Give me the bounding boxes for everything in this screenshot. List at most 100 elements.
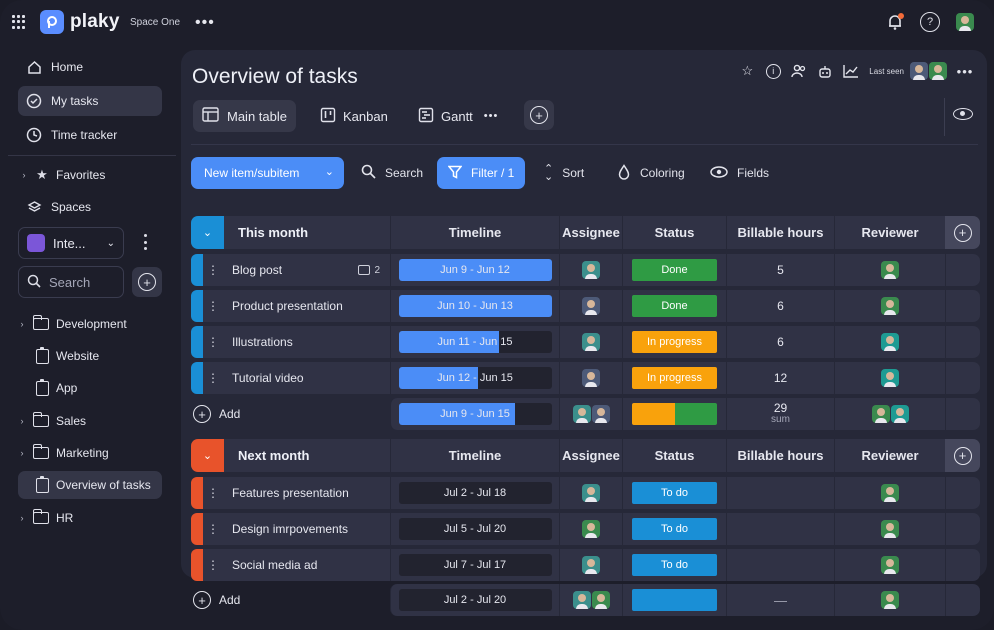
assignee-avatar[interactable] (582, 333, 600, 351)
assignee-avatar[interactable] (582, 297, 600, 315)
coloring-button[interactable]: Coloring (617, 157, 685, 189)
row-menu-icon[interactable]: ⋮ (207, 558, 219, 572)
reviewer-avatar[interactable] (881, 297, 899, 315)
item-name[interactable]: Illustrations (232, 335, 293, 349)
billable-hours[interactable]: 12 (726, 362, 834, 394)
search-button[interactable]: Search (361, 157, 423, 189)
users-icon[interactable] (791, 63, 807, 79)
assignee-avatar[interactable] (582, 556, 600, 574)
item-name[interactable]: Features presentation (232, 486, 349, 500)
sidebar-item-app[interactable]: App (18, 374, 162, 402)
comments-button[interactable]: 2 (358, 265, 380, 276)
new-item-button[interactable]: New item/subitem ⌄ (191, 157, 344, 189)
assignee-avatar[interactable] (582, 484, 600, 502)
reviewer-avatar[interactable] (881, 484, 899, 502)
more-options-icon[interactable]: ••• (956, 63, 974, 79)
item-name[interactable]: Tutorial video (232, 371, 304, 385)
timeline-bar[interactable]: Jun 12 - Jun 15 (398, 367, 552, 389)
timeline-bar[interactable]: Jul 5 - Jul 20 (398, 518, 552, 540)
eye-icon[interactable] (953, 108, 973, 120)
column-header-reviewer[interactable]: Reviewer (834, 216, 945, 249)
reviewer-avatar[interactable] (881, 369, 899, 387)
table-row[interactable]: ⋮ Design imrpovements Jul 5 - Jul 20 To d… (191, 513, 980, 545)
chart-line-icon[interactable] (843, 63, 859, 79)
status-badge[interactable]: In progress (632, 367, 717, 389)
reviewer-avatar[interactable] (881, 261, 899, 279)
billable-hours[interactable]: 6 (726, 326, 834, 358)
sidebar-item-website[interactable]: Website (18, 342, 162, 370)
assignee-avatar[interactable] (582, 369, 600, 387)
status-badge[interactable]: To do (632, 554, 717, 576)
group-title[interactable]: This month (224, 216, 390, 249)
item-name[interactable]: Design imrpovements (232, 522, 349, 536)
collapse-group-button[interactable]: ⌄ (191, 439, 224, 472)
sort-button[interactable]: ⌃ ⌄ Sort (544, 157, 584, 189)
status-badge[interactable]: In progress (632, 331, 717, 353)
sidebar-item-hr[interactable]: › HR (18, 504, 162, 532)
filter-button[interactable]: Filter / 1 (437, 157, 526, 189)
timeline-bar[interactable]: Jun 9 - Jun 12 (398, 259, 552, 281)
more-options-icon[interactable]: ••• (195, 14, 215, 31)
billable-hours[interactable] (726, 477, 834, 509)
timeline-bar[interactable]: Jul 7 - Jul 17 (398, 554, 552, 576)
table-row[interactable]: ⋮ Product presentation Jun 10 - Jun 13 Do… (191, 290, 980, 322)
sidebar-item-time-tracker[interactable]: Time tracker (18, 120, 162, 150)
sidebar-item-development[interactable]: › Development (18, 310, 162, 338)
tab-gantt[interactable]: Gantt ••• (409, 100, 507, 132)
table-row[interactable]: ⋮ Social media ad Jul 7 - Jul 17 To do (191, 549, 980, 581)
row-menu-icon[interactable]: ⋮ (207, 335, 219, 349)
status-badge[interactable]: To do (632, 482, 717, 504)
column-header-reviewer[interactable]: Reviewer (834, 439, 945, 472)
last-seen-avatars[interactable] (910, 62, 947, 80)
sidebar-item-overview-of-tasks[interactable]: Overview of tasks (18, 471, 162, 499)
timeline-bar[interactable]: Jul 2 - Jul 18 (398, 482, 552, 504)
item-name[interactable]: Social media ad (232, 558, 318, 572)
status-badge[interactable]: To do (632, 518, 717, 540)
add-board-button[interactable]: + (132, 267, 162, 297)
column-header-assignee[interactable]: Assignee (559, 439, 622, 472)
reviewer-avatar[interactable] (881, 333, 899, 351)
robot-icon[interactable] (817, 63, 833, 79)
reviewer-avatar[interactable] (881, 556, 899, 574)
sidebar-item-marketing[interactable]: › Marketing (18, 439, 162, 467)
table-row[interactable]: ⋮ Illustrations Jun 11 - Jun 15 In progre… (191, 326, 980, 358)
workspace-more-icon[interactable] (144, 234, 148, 250)
sidebar-item-home[interactable]: Home (18, 52, 162, 82)
item-name[interactable]: Blog post (232, 263, 283, 277)
row-menu-icon[interactable]: ⋮ (207, 486, 219, 500)
status-badge[interactable]: Done (632, 295, 717, 317)
more-options-icon[interactable]: ••• (483, 110, 499, 122)
column-header-billable-hours[interactable]: Billable hours (726, 216, 834, 249)
star-icon[interactable]: ☆ (741, 63, 754, 78)
billable-hours[interactable]: 5 (726, 254, 834, 286)
table-row[interactable]: ⋮ Blog post 2 Jun 9 - Jun 12 Done 5 (191, 254, 980, 286)
workspace-selector[interactable]: Inte... ⌄ (18, 227, 124, 259)
timeline-bar[interactable]: Jun 10 - Jun 13 (398, 295, 552, 317)
sidebar-item-spaces[interactable]: Spaces (18, 192, 162, 222)
billable-hours[interactable] (726, 513, 834, 545)
assignee-avatar[interactable] (582, 520, 600, 538)
row-menu-icon[interactable]: ⋮ (207, 522, 219, 536)
row-menu-icon[interactable]: ⋮ (207, 263, 219, 277)
add-view-button[interactable]: + (524, 100, 554, 130)
add-column-button[interactable]: + (945, 439, 980, 472)
row-menu-icon[interactable]: ⋮ (207, 299, 219, 313)
column-header-billable-hours[interactable]: Billable hours (726, 439, 834, 472)
column-header-timeline[interactable]: Timeline (390, 216, 559, 249)
add-item-button[interactable]: + Add (193, 398, 240, 430)
column-header-status[interactable]: Status (622, 216, 726, 249)
table-row[interactable]: ⋮ Features presentation Jul 2 - Jul 18 To… (191, 477, 980, 509)
column-header-timeline[interactable]: Timeline (390, 439, 559, 472)
logo[interactable]: plaky (40, 10, 120, 34)
table-row[interactable]: ⋮ Tutorial video Jun 12 - Jun 15 In progr… (191, 362, 980, 394)
row-menu-icon[interactable]: ⋮ (207, 371, 219, 385)
add-column-button[interactable]: + (945, 216, 980, 249)
timeline-bar[interactable]: Jun 11 - Jun 15 (398, 331, 552, 353)
status-badge[interactable]: Done (632, 259, 717, 281)
fields-button[interactable]: Fields (710, 157, 769, 189)
sidebar-item-my-tasks[interactable]: My tasks (18, 86, 162, 116)
apps-grid-icon[interactable] (12, 15, 26, 29)
billable-hours[interactable] (726, 549, 834, 581)
sidebar-item-sales[interactable]: › Sales (18, 407, 162, 435)
user-avatar[interactable] (956, 13, 974, 31)
